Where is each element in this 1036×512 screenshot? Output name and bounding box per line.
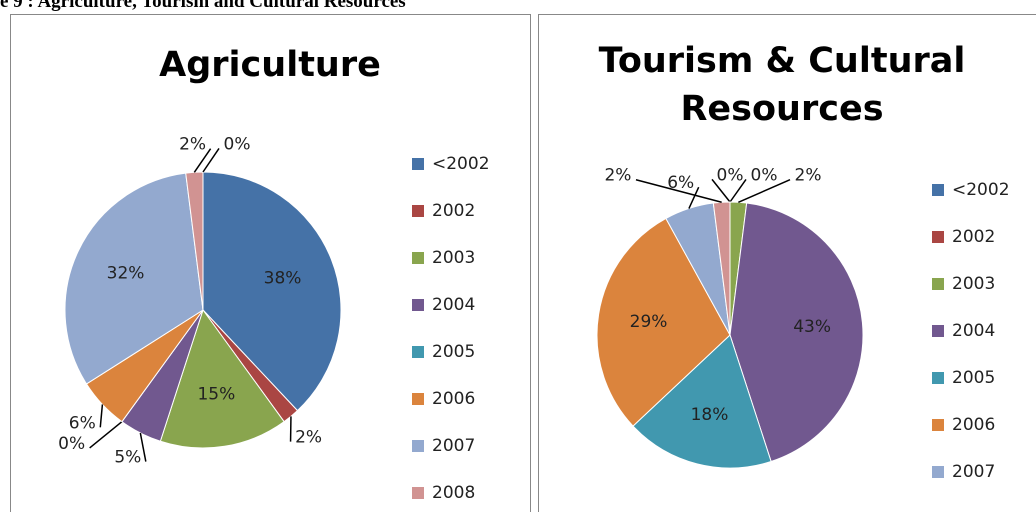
data-label: 6% [667, 173, 694, 193]
leader-line [635, 178, 722, 203]
legend-swatch [932, 466, 944, 478]
legend-swatch [412, 440, 424, 452]
data-label: 5% [114, 448, 141, 468]
pie-slice [159, 308, 285, 449]
legend-swatch [932, 278, 944, 290]
pie-slice [729, 202, 864, 463]
legend-swatch [412, 158, 424, 170]
legend-swatch [932, 231, 944, 243]
data-label: 6% [69, 413, 96, 433]
data-label: 32% [107, 264, 145, 284]
legend-label: <2002 [952, 180, 1010, 200]
legend-label: <2002 [432, 154, 490, 174]
data-label: 0% [717, 165, 744, 185]
legend-label: 2002 [952, 227, 995, 247]
legend-label: 2002 [432, 201, 475, 221]
legend-swatch [412, 346, 424, 358]
legend-swatch [412, 205, 424, 217]
legend-label: 2005 [952, 368, 995, 388]
pie-slice [596, 217, 731, 427]
chart-title: Agriculture [159, 45, 381, 85]
data-label: 2% [179, 135, 206, 155]
pie-slice [64, 172, 204, 385]
legend-label: 2007 [432, 436, 475, 456]
legend-swatch [412, 299, 424, 311]
leader-line [711, 178, 731, 203]
legend-swatch [932, 325, 944, 337]
legend-swatch [412, 393, 424, 405]
legend-label: 2004 [432, 295, 475, 315]
panel-frame [538, 14, 1036, 512]
leader-line [89, 421, 123, 449]
leader-line [738, 179, 791, 203]
data-label: 15% [197, 385, 235, 405]
leader-line [139, 432, 147, 462]
leader-line [99, 404, 104, 428]
legend-label: 2007 [952, 462, 995, 482]
leader-line [688, 186, 700, 209]
legend-label: 2003 [952, 274, 995, 294]
data-label: 0% [58, 434, 85, 454]
panel-frame [10, 14, 531, 512]
data-label: 0% [751, 165, 778, 185]
legend-label: 2005 [432, 342, 475, 362]
legend-swatch [932, 184, 944, 196]
data-label: 2% [795, 166, 822, 186]
data-label: 43% [793, 317, 831, 337]
leader-line [202, 147, 220, 173]
pie-slice [632, 334, 772, 469]
data-label: 2% [295, 428, 322, 448]
legend-label: 2008 [432, 483, 475, 503]
legend-label: 2006 [432, 389, 475, 409]
figure-caption: e 9 : Agriculture, Tourism and Cultural … [0, 0, 406, 12]
data-label: 2% [604, 166, 631, 186]
leader-line [193, 148, 212, 173]
legend-label: 2006 [952, 415, 995, 435]
data-label: 29% [630, 312, 668, 332]
pie-slice [712, 201, 731, 336]
data-label: 38% [264, 269, 302, 289]
leader-line [729, 178, 747, 203]
chart-title: Resources [680, 89, 883, 129]
legend-label: 2004 [952, 321, 995, 341]
legend-swatch [932, 372, 944, 384]
legend-swatch [412, 252, 424, 264]
legend-swatch [412, 487, 424, 499]
pie-slice [202, 171, 342, 412]
data-label: 0% [224, 134, 251, 154]
legend-label: 2003 [432, 248, 475, 268]
data-label: 18% [691, 405, 729, 425]
chart-title: Tourism & Cultural [599, 41, 966, 81]
legend-swatch [932, 419, 944, 431]
